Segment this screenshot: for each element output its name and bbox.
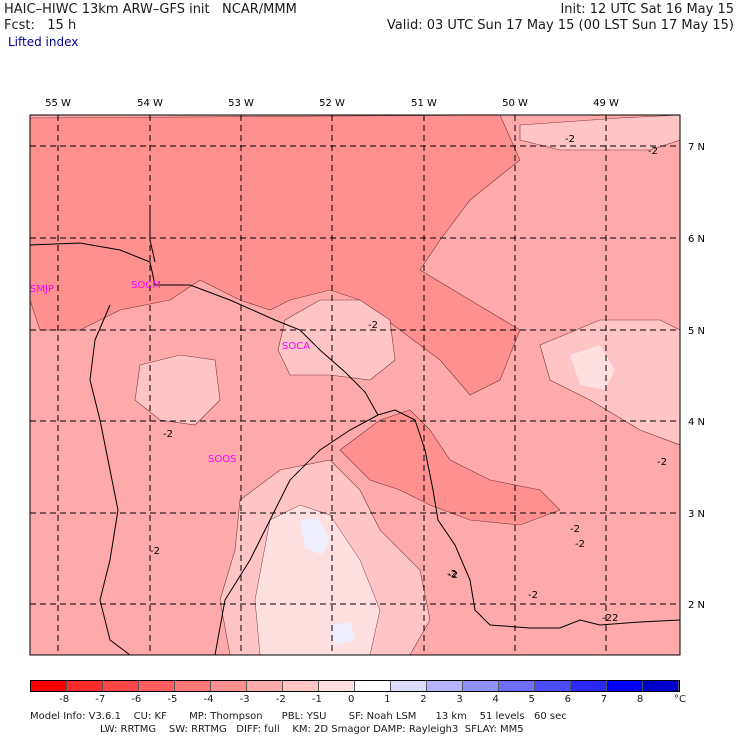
colorbar-tick-label: -5	[167, 694, 178, 705]
coastline	[30, 242, 680, 629]
colorbar-swatch	[355, 681, 391, 691]
colorbar-unit: °C	[674, 694, 686, 705]
colorbar-swatch	[607, 681, 643, 691]
lon-label: 54 W	[137, 98, 163, 109]
colorbar-tick-label: 8	[636, 694, 644, 705]
colorbar-swatch	[139, 681, 175, 691]
colorbar-swatch	[463, 681, 499, 691]
shading-darker-center	[339, 409, 561, 526]
contour-label: -2	[163, 429, 173, 440]
colorbar-tick-label: 3	[456, 694, 463, 705]
contour-label: -2	[575, 539, 585, 550]
lon-label: 51 W	[411, 98, 437, 109]
lon-label: 53 W	[228, 98, 254, 109]
lat-label: 4 N	[688, 417, 705, 428]
graticule	[30, 115, 680, 655]
lon-label: 55 W	[45, 98, 71, 109]
colorbar	[30, 680, 680, 692]
lon-label: 50 W	[502, 98, 528, 109]
colorbar-swatch	[643, 681, 679, 691]
colorbar-tick-label: 5	[528, 694, 535, 705]
colorbar-swatch	[247, 681, 283, 691]
colorbar-swatch	[31, 681, 67, 691]
colorbar-swatch	[67, 681, 103, 691]
shading-lighter-west	[134, 354, 221, 426]
plot-title: HAIC–HIWC 13km ARW–GFS init NCAR/MMM	[4, 2, 297, 17]
shading-positive-patch	[330, 622, 355, 645]
lat-label: 6 N	[688, 234, 705, 245]
model-info: Model Info: V3.6.1 CU: KF MP: Thompson P…	[30, 711, 567, 722]
shading-lighter-ne	[519, 115, 680, 151]
lat-label: 2 N	[688, 600, 705, 611]
map-frame	[29, 114, 681, 656]
contour-label: -2	[657, 457, 667, 468]
contour-label: -2	[570, 524, 580, 535]
border-line	[89, 304, 131, 655]
border-line	[214, 414, 379, 655]
colorbar-tick-label: 0	[348, 694, 355, 705]
colorbar-swatch	[427, 681, 463, 691]
contour-label: 2	[612, 613, 618, 624]
colorbar-tick-label: 2	[420, 694, 427, 705]
colorbar-swatch	[103, 681, 139, 691]
shading-lightest	[254, 504, 381, 655]
colorbar-tick-label: -1	[311, 694, 322, 705]
colorbar-tick-label: -6	[131, 694, 142, 705]
colorbar-tick-label: 6	[564, 694, 572, 705]
colorbar-tick-label: -4	[203, 694, 214, 705]
colorbar-tick-label: -7	[95, 694, 106, 705]
lat-label: 5 N	[688, 326, 705, 337]
colorbar-swatch	[319, 681, 355, 691]
station-label: SOOS	[208, 454, 236, 465]
colorbar-swatch	[499, 681, 535, 691]
colorbar-tick-label: -3	[239, 694, 250, 705]
colorbar-tick-label: -8	[59, 694, 70, 705]
contour-label: -2	[448, 570, 458, 581]
colorbar-tick-label: 7	[600, 694, 608, 705]
forecast-hour: Fcst: 15 h	[4, 18, 77, 33]
field-name: Lifted index	[8, 35, 79, 49]
lat-label: 3 N	[688, 509, 705, 520]
contour-label: -2	[602, 613, 612, 624]
model-physics: LW: RRTMG SW: RRTMG DIFF: full KM: 2D Sm…	[100, 724, 524, 735]
contour-label: -2	[565, 134, 575, 145]
lon-label: 52 W	[319, 98, 345, 109]
station-label: SMJP	[30, 284, 54, 295]
shading-lightest-east	[570, 345, 615, 390]
contour-label: -2	[447, 569, 457, 580]
station-label: SOCM	[131, 280, 161, 291]
shading-lighter-soca	[277, 299, 396, 381]
colorbar-swatch	[175, 681, 211, 691]
contour-label: -2	[528, 590, 538, 601]
lat-label: 7 N	[688, 142, 705, 153]
station-label: SOCA	[282, 341, 310, 352]
colorbar-swatch	[283, 681, 319, 691]
contour-label: -2	[150, 546, 160, 557]
colorbar-tick-label: -2	[275, 694, 286, 705]
contour-label: -2	[368, 320, 378, 331]
contour-label: -2	[648, 146, 658, 157]
colorbar-swatch	[391, 681, 427, 691]
colorbar-tick-label: 1	[384, 694, 391, 705]
colorbar-swatch	[571, 681, 607, 691]
colorbar-swatch	[535, 681, 571, 691]
valid-time: Valid: 03 UTC Sun 17 May 15 (00 LST Sun …	[386, 18, 734, 33]
shading-lighter-east	[539, 319, 680, 446]
lon-label: 49 W	[593, 98, 619, 109]
colorbar-tick-label: 4	[492, 694, 499, 705]
colorbar-swatch	[211, 681, 247, 691]
shading-positive-patch	[300, 518, 330, 555]
init-time: Init: 12 UTC Sat 16 May 15	[560, 2, 734, 17]
